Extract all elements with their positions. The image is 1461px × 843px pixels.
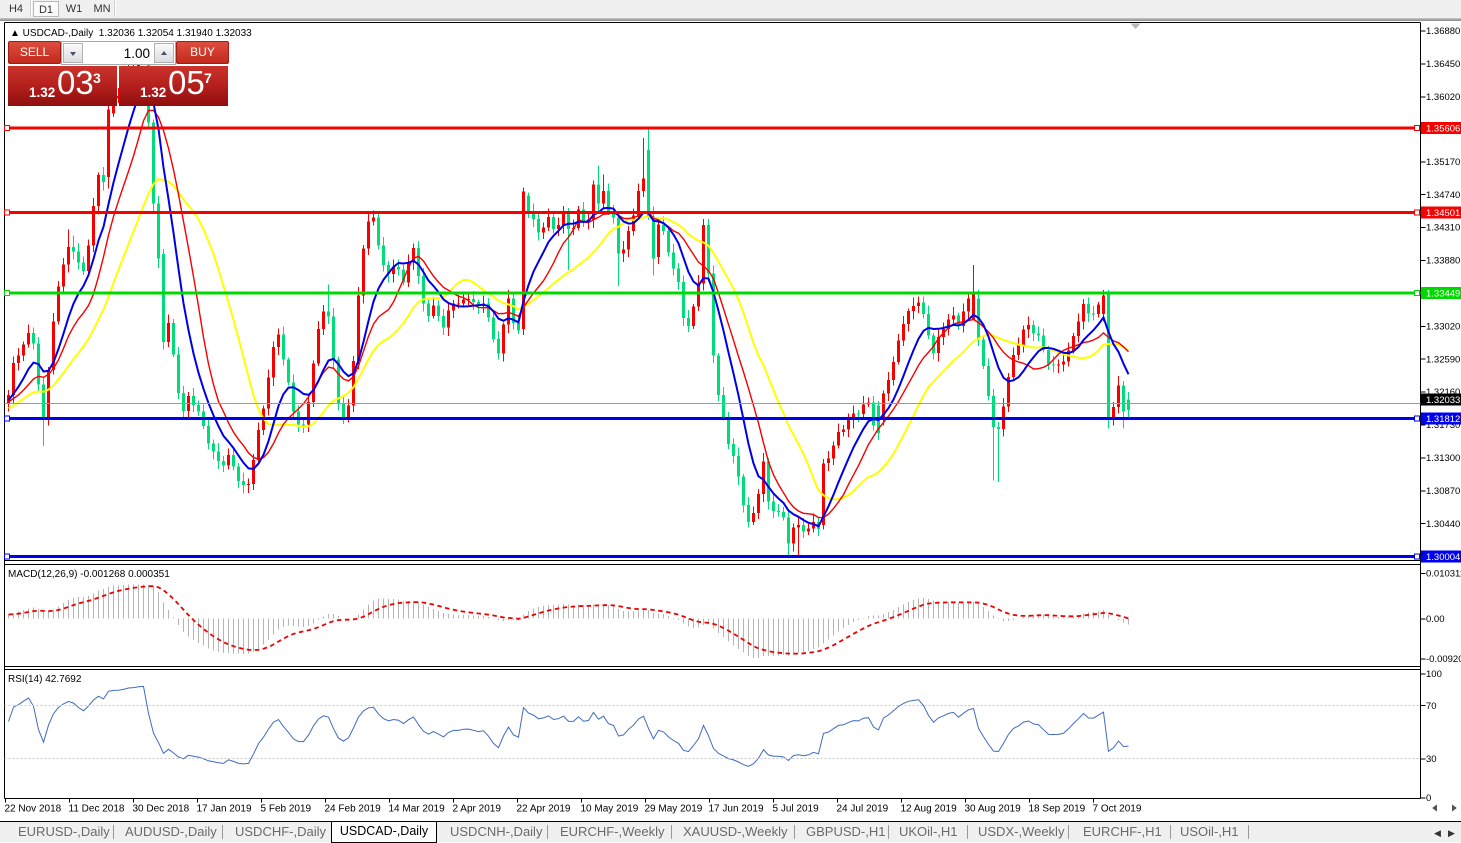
svg-text:18 Sep 2019: 18 Sep 2019 xyxy=(1029,804,1086,815)
svg-text:17 Jun 2019: 17 Jun 2019 xyxy=(709,804,764,815)
svg-text:1.31812: 1.31812 xyxy=(1426,414,1460,425)
svg-text:1.35606: 1.35606 xyxy=(1426,124,1460,135)
svg-text:1.32590: 1.32590 xyxy=(1426,354,1460,365)
svg-text:12 Aug 2019: 12 Aug 2019 xyxy=(901,804,958,815)
svg-text:1.32160: 1.32160 xyxy=(1426,387,1460,398)
svg-text:24 Jul 2019: 24 Jul 2019 xyxy=(837,804,889,815)
svg-text:1.34740: 1.34740 xyxy=(1426,190,1460,201)
svg-text:1.34501: 1.34501 xyxy=(1426,208,1460,219)
svg-text:7 Oct 2019: 7 Oct 2019 xyxy=(1093,804,1142,815)
svg-text:1.36450: 1.36450 xyxy=(1426,59,1460,70)
svg-text:22 Apr 2019: 22 Apr 2019 xyxy=(517,804,571,815)
svg-text:70: 70 xyxy=(1426,701,1437,712)
svg-text:1.30870: 1.30870 xyxy=(1426,486,1460,497)
svg-text:1.35170: 1.35170 xyxy=(1426,157,1460,168)
svg-text:1.34310: 1.34310 xyxy=(1426,223,1460,234)
svg-text:11 Dec 2018: 11 Dec 2018 xyxy=(69,804,125,815)
svg-text:1.33449: 1.33449 xyxy=(1426,289,1460,300)
svg-text:30 Aug 2019: 30 Aug 2019 xyxy=(965,804,1022,815)
svg-text:1.30004: 1.30004 xyxy=(1426,552,1460,563)
svg-text:2 Apr 2019: 2 Apr 2019 xyxy=(453,804,502,815)
svg-text:0.010311: 0.010311 xyxy=(1426,569,1461,580)
svg-text:0.00: 0.00 xyxy=(1426,614,1445,625)
svg-text:14 Mar 2019: 14 Mar 2019 xyxy=(389,804,446,815)
svg-text:1.33020: 1.33020 xyxy=(1426,321,1460,332)
svg-text:0: 0 xyxy=(1426,793,1431,804)
svg-text:24 Feb 2019: 24 Feb 2019 xyxy=(325,804,382,815)
svg-text:30 Dec 2018: 30 Dec 2018 xyxy=(133,804,190,815)
svg-text:22 Nov 2018: 22 Nov 2018 xyxy=(5,804,62,815)
svg-text:1.36880: 1.36880 xyxy=(1426,26,1460,37)
svg-text:1.31730: 1.31730 xyxy=(1426,420,1460,431)
svg-text:MACD(12,26,9) -0.001268 0.0003: MACD(12,26,9) -0.001268 0.000351 xyxy=(8,569,170,580)
svg-text:17 Jan 2019: 17 Jan 2019 xyxy=(197,804,252,815)
svg-text:1.36020: 1.36020 xyxy=(1426,92,1460,103)
svg-text:RSI(14) 42.7692: RSI(14) 42.7692 xyxy=(8,674,82,685)
svg-text:5 Feb 2019: 5 Feb 2019 xyxy=(261,804,312,815)
svg-text:5 Jul 2019: 5 Jul 2019 xyxy=(773,804,820,815)
svg-text:10 May 2019: 10 May 2019 xyxy=(581,804,639,815)
svg-text:1.32033: 1.32033 xyxy=(1426,395,1460,406)
svg-text:1.33880: 1.33880 xyxy=(1426,256,1460,267)
svg-text:30: 30 xyxy=(1426,754,1437,765)
svg-text:29 May 2019: 29 May 2019 xyxy=(645,804,703,815)
svg-text:100: 100 xyxy=(1426,669,1442,680)
svg-text:-0.00920: -0.00920 xyxy=(1426,654,1461,665)
svg-text:1.30440: 1.30440 xyxy=(1426,519,1460,530)
svg-text:1.31300: 1.31300 xyxy=(1426,453,1460,464)
